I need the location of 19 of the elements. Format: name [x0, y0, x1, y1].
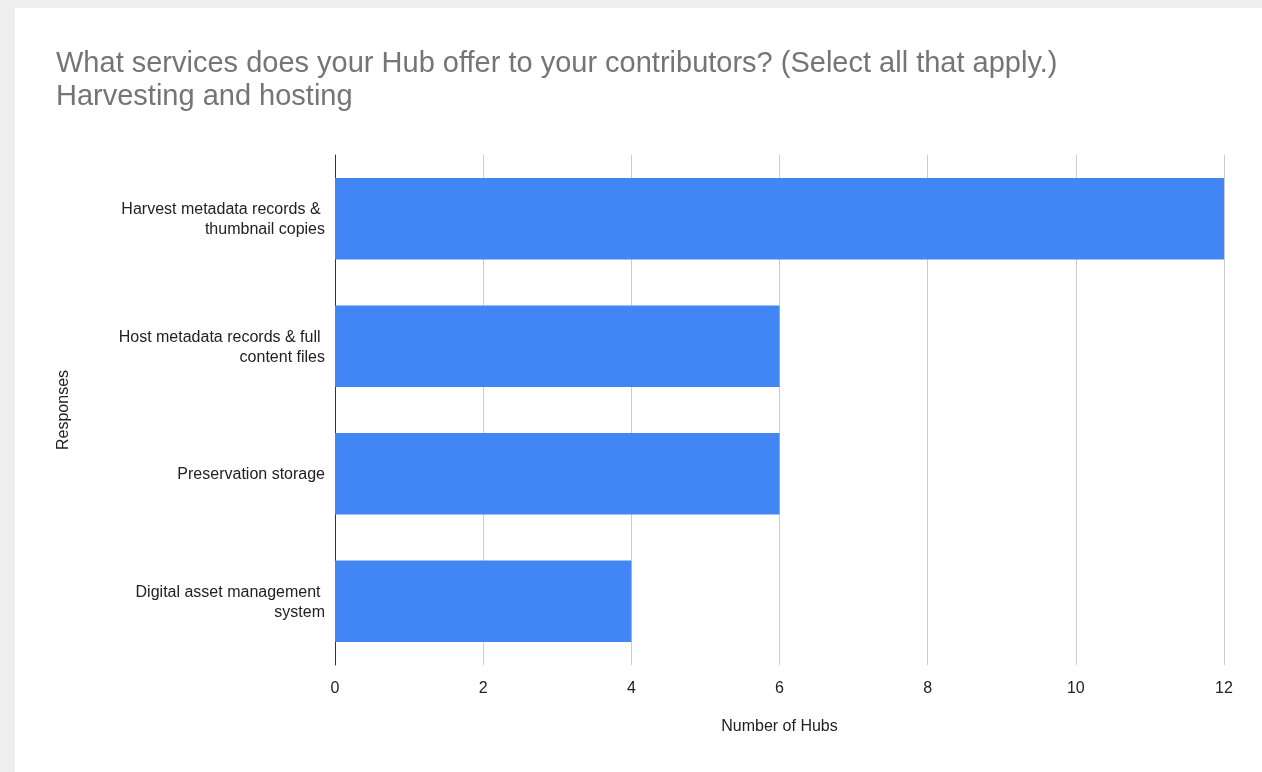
chart-subtitle: Harvesting and hosting [56, 78, 353, 111]
bar [335, 305, 780, 388]
x-tick-label: 8 [923, 678, 933, 696]
x-axis-title: Number of Hubs [721, 716, 838, 734]
bar [335, 177, 1224, 260]
y-tick-label: Preservation storage [177, 465, 326, 483]
x-tick-label: 2 [478, 678, 488, 696]
y-tick-label: Host metadata records & full content files [118, 327, 325, 365]
bar [335, 432, 780, 515]
y-tick-label: Digital asset management system [135, 582, 325, 620]
chart-title: What services does your Hub offer to your contributors? (Select all that apply.) [56, 45, 1058, 78]
y-axis-title: Responses [53, 369, 71, 451]
x-tick-label: 12 [1215, 678, 1233, 696]
x-tick-label: 0 [330, 678, 340, 696]
x-tick-label: 10 [1066, 678, 1085, 696]
y-tick-label: Harvest metadata records & thumbnail copies [121, 200, 325, 238]
x-tick-label: 4 [626, 678, 636, 696]
bar [335, 560, 632, 643]
x-tick-label: 6 [775, 678, 785, 696]
